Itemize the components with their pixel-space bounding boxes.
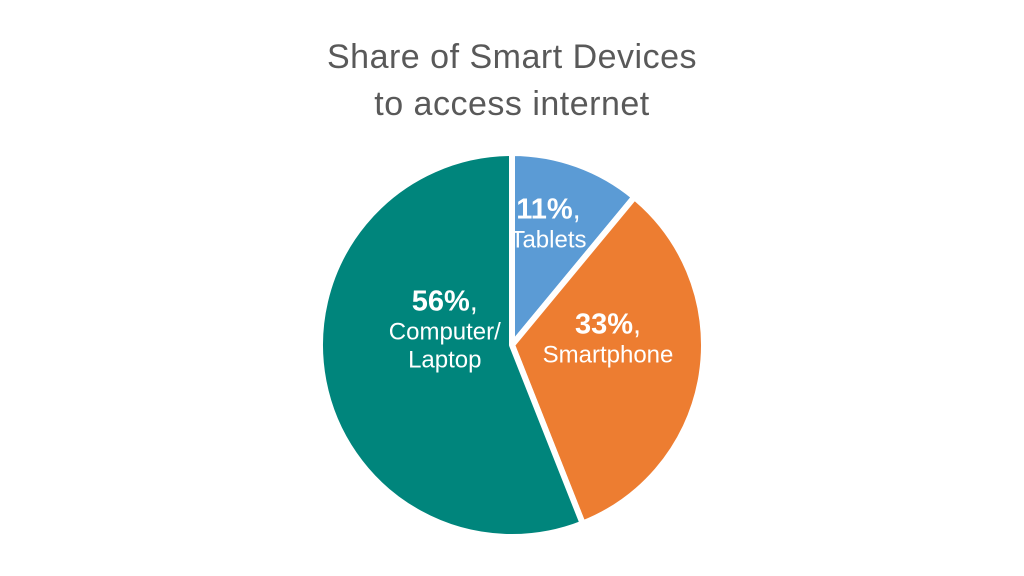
chart-title-line-2: to access internet [374,85,650,123]
pie-slice-tablets [509,150,638,348]
chart-title-line-1: Share of Smart Devices [326,38,698,76]
pie-slice-computer-laptop [317,150,586,540]
pie-slice-smartphone [509,194,707,527]
chart-title: Share of Smart Devices to access interne… [0,34,1024,128]
